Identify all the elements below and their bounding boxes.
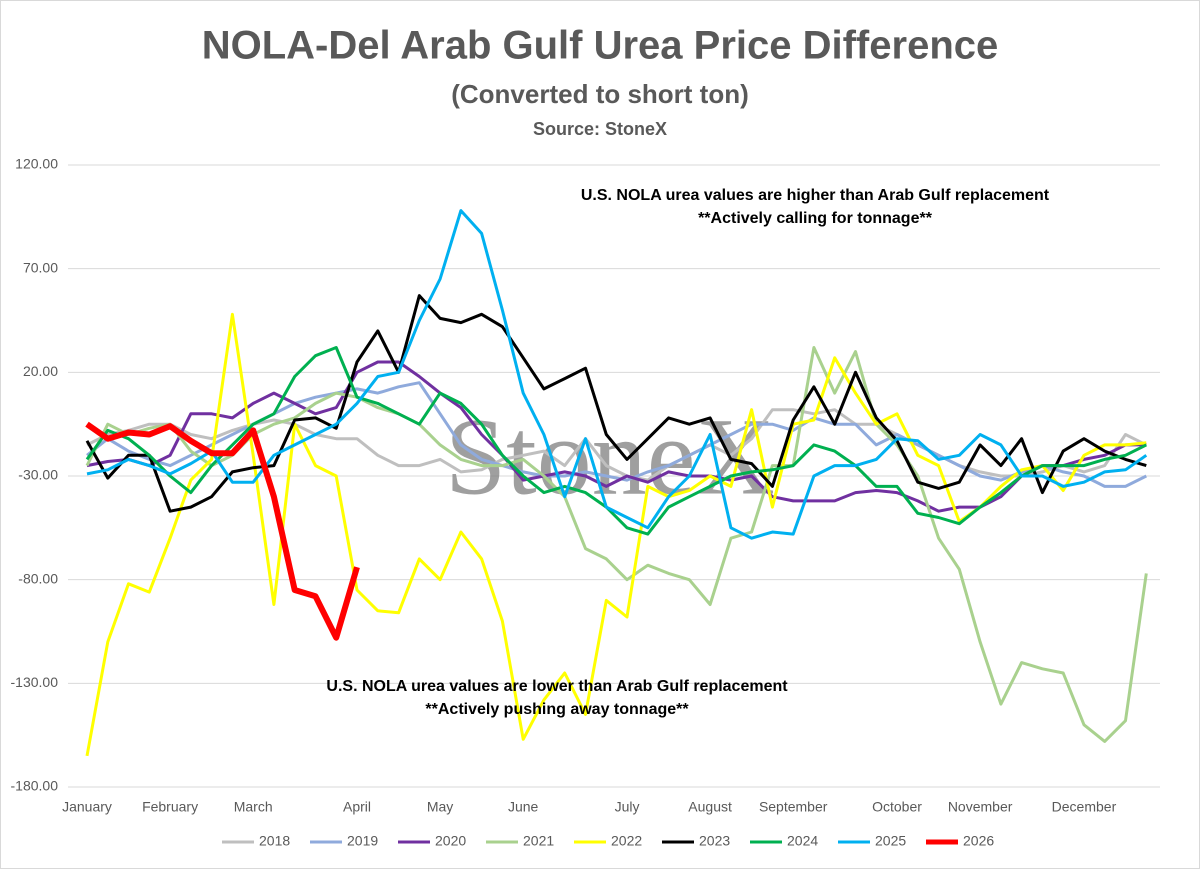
y-tick-label: 70.00 bbox=[23, 259, 58, 275]
legend-label: 2019 bbox=[347, 833, 378, 849]
x-tick-label: July bbox=[615, 799, 640, 815]
annotation: U.S. NOLA urea values are higher than Ar… bbox=[581, 187, 1050, 204]
y-tick-label: 20.00 bbox=[23, 363, 58, 379]
x-tick-label: January bbox=[62, 799, 112, 815]
legend-label: 2024 bbox=[787, 833, 818, 849]
legend-label: 2023 bbox=[699, 833, 730, 849]
x-tick-label: June bbox=[508, 799, 539, 815]
series-line bbox=[85, 346, 1148, 743]
legend-label: 2025 bbox=[875, 833, 906, 849]
legend-label: 2018 bbox=[259, 833, 290, 849]
grid: -180.00 -130.00 -80.00 -30.00 20.00 70.00 120.… bbox=[11, 156, 1160, 815]
legend-label: 2022 bbox=[611, 833, 642, 849]
y-tick-label: -180.00 bbox=[11, 778, 59, 794]
chart-subtitle: (Converted to short ton) bbox=[451, 79, 749, 109]
legend-label: 2020 bbox=[435, 833, 466, 849]
legend-label: 2026 bbox=[963, 833, 994, 849]
x-tick-label: December bbox=[1052, 799, 1117, 815]
x-tick-label: March bbox=[234, 799, 273, 815]
series-line bbox=[86, 360, 1147, 513]
lines bbox=[85, 209, 1148, 757]
x-tick-label: April bbox=[343, 799, 371, 815]
legend-label: 2021 bbox=[523, 833, 554, 849]
source: Source: StoneX bbox=[533, 119, 667, 139]
y-tick-label: -130.00 bbox=[11, 674, 59, 690]
x-tick-label: February bbox=[142, 799, 198, 815]
x-tick-label: October bbox=[872, 799, 922, 815]
annotation: **Actively calling for tonnage** bbox=[698, 210, 933, 227]
x-tick-label: November bbox=[948, 799, 1013, 815]
x-tick-label: September bbox=[759, 799, 828, 815]
series-line bbox=[86, 408, 1147, 482]
series-line bbox=[85, 421, 360, 641]
y-tick-label: -80.00 bbox=[18, 570, 58, 586]
series-line bbox=[85, 346, 1147, 536]
x-tick-label: May bbox=[427, 799, 453, 815]
y-tick-label: -30.00 bbox=[18, 467, 58, 483]
chart-title: NOLA-Del Arab Gulf Urea Price Difference bbox=[202, 24, 999, 68]
watermark: StoneX bbox=[445, 395, 775, 517]
x-tick-label: August bbox=[688, 799, 732, 815]
annotation: U.S. NOLA urea values are lower than Ara… bbox=[326, 678, 788, 695]
annotation: **Actively pushing away tonnage** bbox=[425, 701, 689, 718]
legend: 2018 2019 2020 2021 2022 2023 2024 2025 2026 bbox=[222, 833, 994, 849]
y-tick-label: 120.00 bbox=[15, 156, 58, 172]
